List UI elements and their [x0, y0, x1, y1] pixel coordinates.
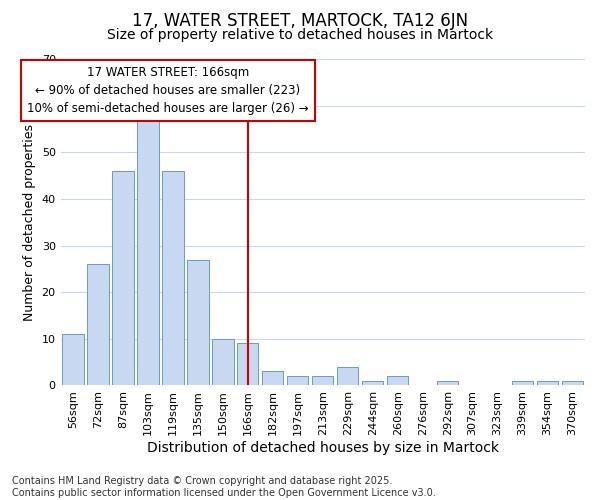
Bar — [187, 260, 209, 386]
Bar — [212, 339, 233, 386]
Bar — [512, 381, 533, 386]
Bar — [312, 376, 334, 386]
Bar — [137, 115, 158, 386]
Y-axis label: Number of detached properties: Number of detached properties — [23, 124, 36, 320]
Text: Size of property relative to detached houses in Martock: Size of property relative to detached ho… — [107, 28, 493, 42]
Bar — [62, 334, 83, 386]
Bar — [437, 381, 458, 386]
Bar — [387, 376, 409, 386]
Text: 17 WATER STREET: 166sqm
← 90% of detached houses are smaller (223)
10% of semi-d: 17 WATER STREET: 166sqm ← 90% of detache… — [27, 66, 309, 115]
Bar — [337, 367, 358, 386]
Bar — [562, 381, 583, 386]
Text: 17, WATER STREET, MARTOCK, TA12 6JN: 17, WATER STREET, MARTOCK, TA12 6JN — [132, 12, 468, 30]
X-axis label: Distribution of detached houses by size in Martock: Distribution of detached houses by size … — [147, 441, 499, 455]
Bar — [88, 264, 109, 386]
Bar — [287, 376, 308, 386]
Bar — [163, 171, 184, 386]
Bar — [537, 381, 558, 386]
Bar — [362, 381, 383, 386]
Bar — [262, 372, 283, 386]
Text: Contains HM Land Registry data © Crown copyright and database right 2025.
Contai: Contains HM Land Registry data © Crown c… — [12, 476, 436, 498]
Bar — [237, 344, 259, 386]
Bar — [112, 171, 134, 386]
